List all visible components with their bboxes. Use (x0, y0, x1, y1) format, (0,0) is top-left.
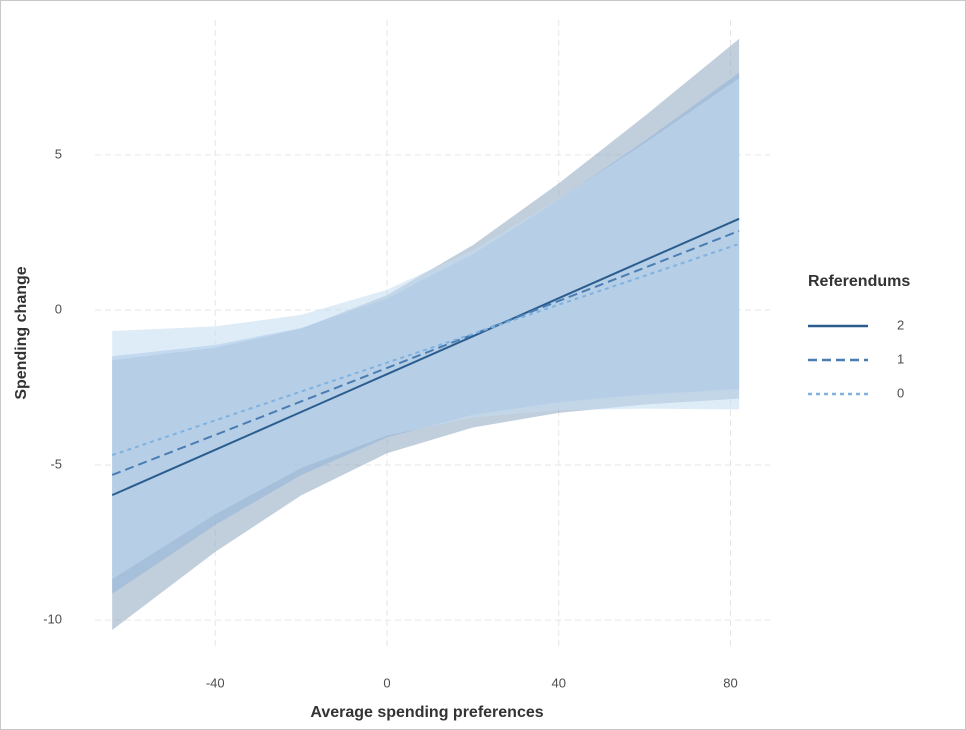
y-tick-label: -10 (43, 612, 62, 627)
y-tick-label: -5 (50, 456, 62, 471)
legend-label: 0 (897, 385, 904, 400)
legend-title: Referendums (808, 273, 910, 290)
legend-label: 2 (897, 317, 904, 332)
confidence-band (112, 78, 740, 580)
legend: 2 1 0 (808, 317, 904, 400)
y-tick-label: 5 (55, 146, 62, 161)
x-tick-label: 0 (383, 675, 390, 690)
series-line (111, 217, 740, 497)
legend-label: 1 (897, 351, 904, 366)
y-axis-title: Spending change (13, 266, 30, 399)
x-axis-title: Average spending preferences (310, 704, 543, 721)
lines (111, 217, 740, 497)
ticks: -40 0 40 80 -10 -5 0 5 (43, 146, 738, 690)
series-line (111, 242, 740, 457)
x-tick-label: 80 (723, 675, 737, 690)
series-line (111, 229, 740, 476)
x-tick-label: -40 (206, 675, 225, 690)
x-tick-label: 40 (552, 675, 566, 690)
bands (112, 38, 740, 631)
y-tick-label: 0 (55, 301, 62, 316)
